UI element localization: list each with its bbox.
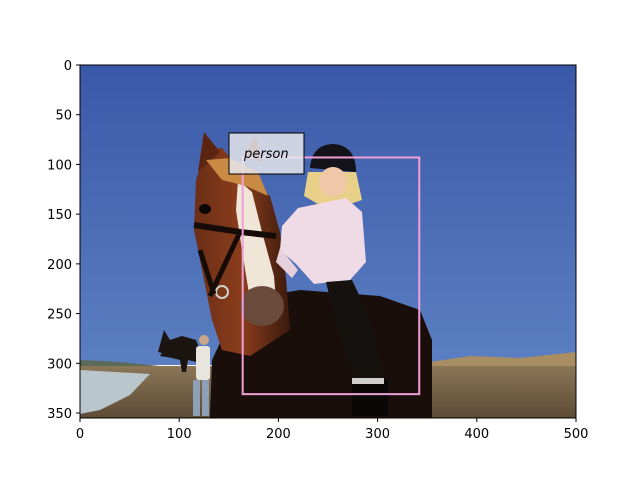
annotation-label: person xyxy=(243,147,289,162)
sea xyxy=(80,370,150,414)
image-frame xyxy=(79,64,577,419)
y-tick-label: 150 xyxy=(47,208,72,223)
bounding-box xyxy=(241,156,421,396)
x-tick-label: 100 xyxy=(167,427,192,442)
annotation: person xyxy=(228,132,421,396)
background-man xyxy=(193,335,210,416)
annotation-label-background xyxy=(228,132,305,175)
y-tick-label: 350 xyxy=(47,407,72,422)
x-axis: 0 100 200 300 400 500 xyxy=(76,418,589,442)
x-tick-label: 500 xyxy=(564,427,589,442)
y-axis: 0 50 100 150 200 250 300 350 xyxy=(47,59,80,422)
x-tick-label: 300 xyxy=(365,427,390,442)
y-tick-label: 100 xyxy=(47,158,72,173)
child-rider xyxy=(276,144,388,416)
photo xyxy=(80,65,576,418)
x-tick-label: 0 xyxy=(76,427,84,442)
x-tick-label: 200 xyxy=(266,427,291,442)
y-tick-label: 200 xyxy=(47,258,72,273)
y-tick-label: 0 xyxy=(64,59,72,74)
y-tick-label: 50 xyxy=(55,109,72,124)
background-horse xyxy=(158,330,200,372)
y-tick-label: 250 xyxy=(47,308,72,323)
x-tick-label: 400 xyxy=(464,427,489,442)
y-tick-label: 300 xyxy=(47,357,72,372)
